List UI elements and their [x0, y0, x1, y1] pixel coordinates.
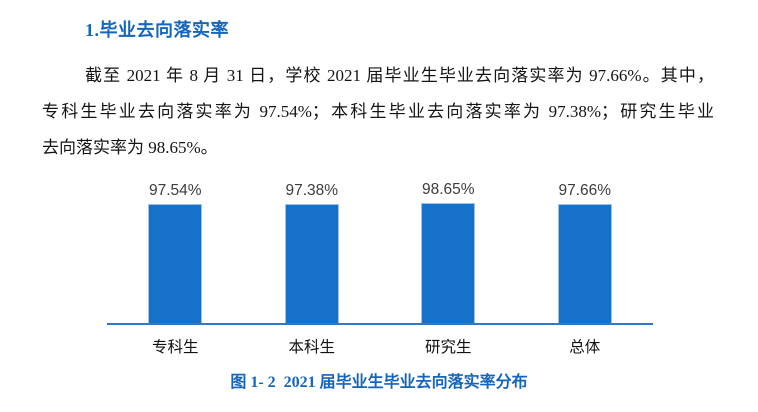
figure-caption: 图 1- 2 2021 届毕业生毕业去向落实率分布 [230, 374, 528, 391]
chart-column: 98.65% [380, 176, 517, 323]
bar-value-label: 97.66% [558, 181, 612, 199]
x-axis-line [107, 323, 653, 325]
x-axis-category-labels: 专科生 本科生 研究生 总体 [107, 335, 653, 357]
section-heading: 1.毕业去向落实率 [85, 20, 229, 40]
chart-column: 97.54% [107, 176, 244, 323]
bar-研究生: 98.65% [421, 181, 476, 323]
chart-column: 97.38% [244, 176, 381, 323]
chart-plot-area: 97.54% 97.38% 98.65% 97.66% [107, 176, 653, 323]
paragraph-line-3: 去向落实率为 98.65%。 [42, 138, 218, 157]
bar-专科生: 97.54% [148, 182, 203, 323]
category-label: 研究生 [424, 339, 472, 356]
category-label: 专科生 [151, 339, 199, 356]
bar-value-label: 97.54% [148, 182, 202, 199]
category-label: 总体 [569, 339, 601, 356]
body-paragraph: 截至 2021 年 8 月 31 日，学校 2021 届毕业生毕业去向落实率为 … [42, 58, 714, 166]
bar-总体: 97.66% [557, 182, 612, 323]
bar-value-label: 98.65% [421, 180, 475, 198]
category-label: 本科生 [288, 339, 335, 356]
chart-column: 97.66% [517, 176, 654, 323]
bar-value-label: 97.38% [285, 182, 339, 200]
paragraph-line-2: 专科生毕业去向落实率为 97.54%；本科生毕业去向落实率为 97.38%；研究… [42, 102, 714, 121]
bar-本科生: 97.38% [284, 182, 339, 323]
bar-chart: 97.54% 97.38% 98.65% 97.66% 专科生 本科生 研究生 总体 [107, 176, 653, 357]
paragraph-line-1: 截至 2021 年 8 月 31 日，学校 2021 届毕业生毕业去向落实率为 … [85, 66, 714, 85]
